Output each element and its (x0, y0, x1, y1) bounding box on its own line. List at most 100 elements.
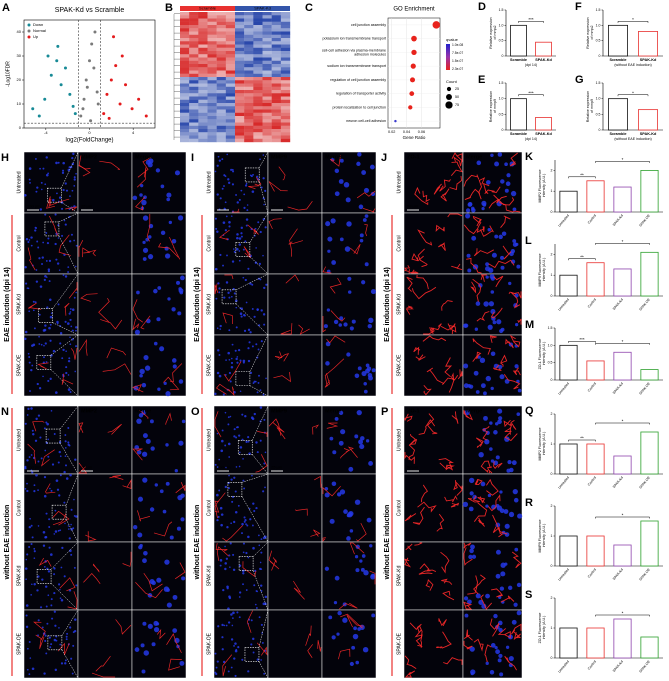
nucleus (43, 278, 46, 282)
nucleus (229, 380, 232, 383)
significance-label: * (622, 157, 624, 162)
nucleus (226, 585, 229, 589)
data-point (112, 35, 116, 39)
heat-cell (253, 106, 263, 110)
nucleus (37, 634, 39, 637)
red-signal (426, 367, 445, 385)
nucleus (241, 532, 243, 535)
heat-cell (198, 12, 208, 16)
heat-cell (180, 132, 190, 136)
nucleus (251, 283, 254, 286)
micrograph (213, 334, 269, 397)
side-label: EAE induction (dpi 14) (4, 267, 11, 342)
red-signal (136, 167, 147, 188)
nucleus (469, 491, 474, 496)
red-signal (278, 166, 286, 181)
nucleus (221, 636, 224, 639)
nucleus (42, 241, 45, 244)
heat-cell (198, 129, 208, 133)
zoom-guide (50, 334, 79, 356)
nucleus (224, 562, 227, 565)
red-signal (450, 161, 463, 176)
nucleus (214, 267, 218, 271)
heat-cell (244, 31, 254, 35)
nucleus (33, 547, 36, 550)
nucleus (495, 649, 500, 655)
zoom-guide (252, 570, 269, 611)
nucleus (49, 487, 51, 490)
side-label: EAE induction (dpi 14) (384, 267, 391, 342)
bar (586, 443, 605, 475)
nucleus (69, 343, 72, 346)
nucleus (251, 308, 254, 310)
x-tick-label: Control (587, 475, 597, 486)
red-signal (409, 434, 418, 445)
nucleus (249, 518, 252, 521)
nucleus (463, 383, 469, 389)
red-signal (435, 646, 443, 649)
heat-cell (189, 77, 199, 81)
heat-cell (235, 138, 245, 143)
nucleus (238, 451, 241, 454)
red-signal (158, 242, 179, 258)
nucleus (75, 584, 78, 587)
heat-cell (189, 112, 199, 117)
heat-cell (216, 25, 227, 29)
heat-cell (207, 41, 217, 45)
legend-label: Up (33, 34, 39, 39)
row-label: SPAK-Kd (396, 565, 402, 586)
nucleus (75, 345, 78, 348)
nucleus (485, 504, 489, 508)
heat-cell (235, 12, 245, 16)
heat-cell (271, 18, 282, 22)
nucleus (26, 414, 29, 416)
bar (510, 24, 527, 57)
nucleus (61, 171, 65, 174)
nucleus (48, 280, 51, 283)
red-signal (444, 495, 458, 503)
heat-cell (262, 106, 272, 110)
nucleus (236, 611, 239, 614)
nucleus (224, 411, 227, 414)
data-point (79, 114, 83, 118)
heat-cell (216, 96, 227, 100)
nucleus (57, 529, 60, 532)
nucleus (463, 323, 468, 328)
red-signal (326, 422, 339, 429)
nucleus (25, 578, 27, 581)
nucleus (230, 666, 233, 669)
data-point (120, 54, 124, 58)
nucleus (247, 440, 250, 443)
legend-label: Normal (33, 28, 46, 33)
red-signal (511, 551, 522, 569)
red-signal (57, 642, 70, 656)
data-point (84, 78, 88, 82)
scale-bar-label: 25 μm (271, 204, 283, 209)
nucleus (35, 473, 38, 477)
heat-cell (207, 129, 217, 133)
nucleus (51, 463, 55, 466)
red-signal (78, 462, 88, 474)
red-signal (35, 634, 45, 649)
data-point (55, 59, 59, 63)
heat-cell (253, 70, 263, 74)
red-signal (132, 299, 144, 323)
heat-cell (244, 116, 254, 120)
nucleus (230, 361, 234, 365)
y-axis-label: MMP2 Fluorescence intensity (A.U.) (538, 170, 546, 203)
red-signal (404, 655, 417, 669)
heat-cell (189, 73, 199, 78)
x-tick-label: SPAK-Kd (612, 476, 624, 489)
heat-cell (280, 60, 291, 65)
nucleus (334, 575, 340, 581)
nucleus (510, 190, 517, 197)
y-tick-label: 10 (17, 101, 22, 106)
legend-swatch (27, 35, 31, 39)
bar (586, 180, 605, 213)
heat-cell (180, 31, 190, 35)
nucleus (75, 515, 78, 518)
nucleus (178, 287, 182, 291)
heat-cell (244, 28, 254, 32)
nucleus (473, 370, 479, 376)
heat-cell (244, 122, 254, 126)
